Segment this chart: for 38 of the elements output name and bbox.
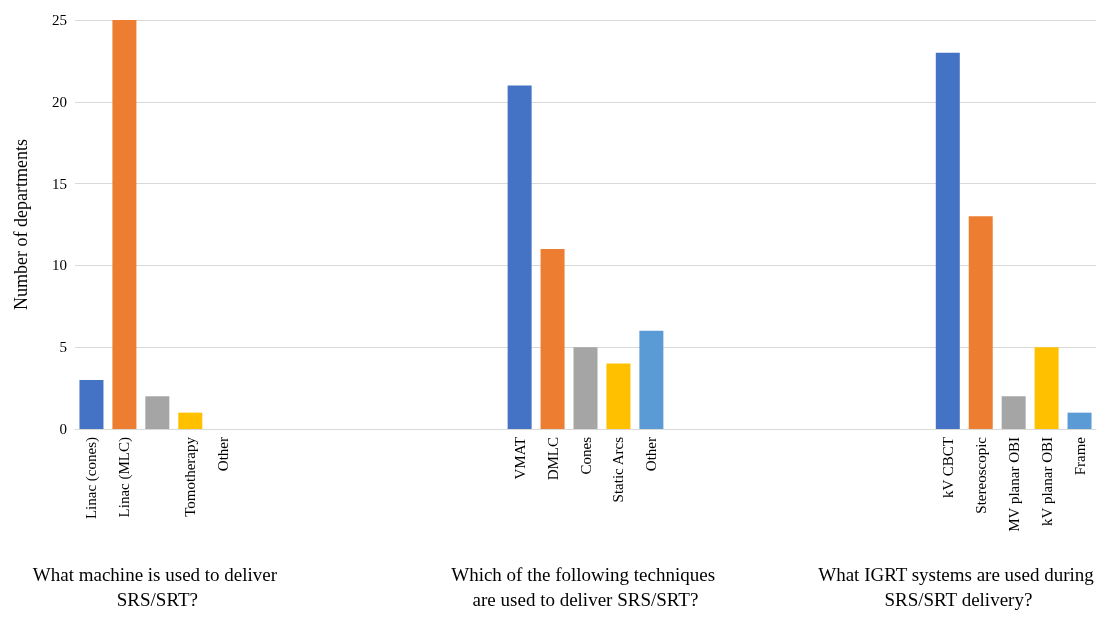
bar bbox=[79, 379, 104, 429]
text: What IGRT systems are used during SRS/SRT delivery? bbox=[818, 564, 1095, 610]
y-tick-label: 15 bbox=[52, 175, 67, 192]
x-tick-label: kV planar OBI bbox=[1038, 437, 1055, 526]
text: Which of the following techniques are used to deliver SRS/SRT? bbox=[451, 564, 720, 610]
bar bbox=[540, 249, 565, 429]
y-tick-label: 0 bbox=[59, 421, 67, 437]
bar bbox=[606, 363, 631, 429]
x-tick-label: DMLC bbox=[544, 437, 561, 481]
bar bbox=[1001, 396, 1026, 429]
x-tick-label: Linac (cones) bbox=[83, 437, 101, 520]
y-tick-label: 25 bbox=[52, 12, 67, 28]
x-tick-label: Cones bbox=[577, 436, 594, 475]
x-tick-label: VMAT bbox=[511, 437, 528, 480]
x-tick-label: Tomotherapy bbox=[182, 436, 199, 517]
x-tick-label: Other bbox=[215, 437, 232, 472]
y-tick-label: 20 bbox=[52, 93, 67, 110]
bar bbox=[639, 330, 664, 429]
y-tick-label: 5 bbox=[59, 339, 67, 356]
bar bbox=[935, 52, 960, 429]
bar bbox=[145, 396, 170, 429]
bar bbox=[968, 216, 993, 429]
y-tick-label: 10 bbox=[52, 257, 67, 274]
bar bbox=[1067, 412, 1092, 429]
y-axis-title: Number of departments bbox=[11, 139, 31, 310]
x-tick-label: MV planar OBI bbox=[1005, 437, 1022, 532]
x-tick-label: Static Arcs bbox=[610, 436, 627, 503]
x-tick-label: Linac (MLC) bbox=[116, 437, 134, 518]
bar bbox=[573, 347, 598, 429]
bar bbox=[1034, 347, 1059, 429]
x-tick-label: Frame bbox=[1071, 436, 1088, 476]
text: What machine is used to deliver SRS/SRT? bbox=[32, 564, 282, 610]
x-tick-label: kV CBCT bbox=[939, 437, 956, 498]
bar bbox=[112, 20, 137, 429]
bar bbox=[507, 85, 532, 429]
x-tick-label: Stereoscopic bbox=[972, 436, 989, 514]
x-tick-label: Other bbox=[643, 437, 660, 472]
bar bbox=[178, 412, 203, 429]
